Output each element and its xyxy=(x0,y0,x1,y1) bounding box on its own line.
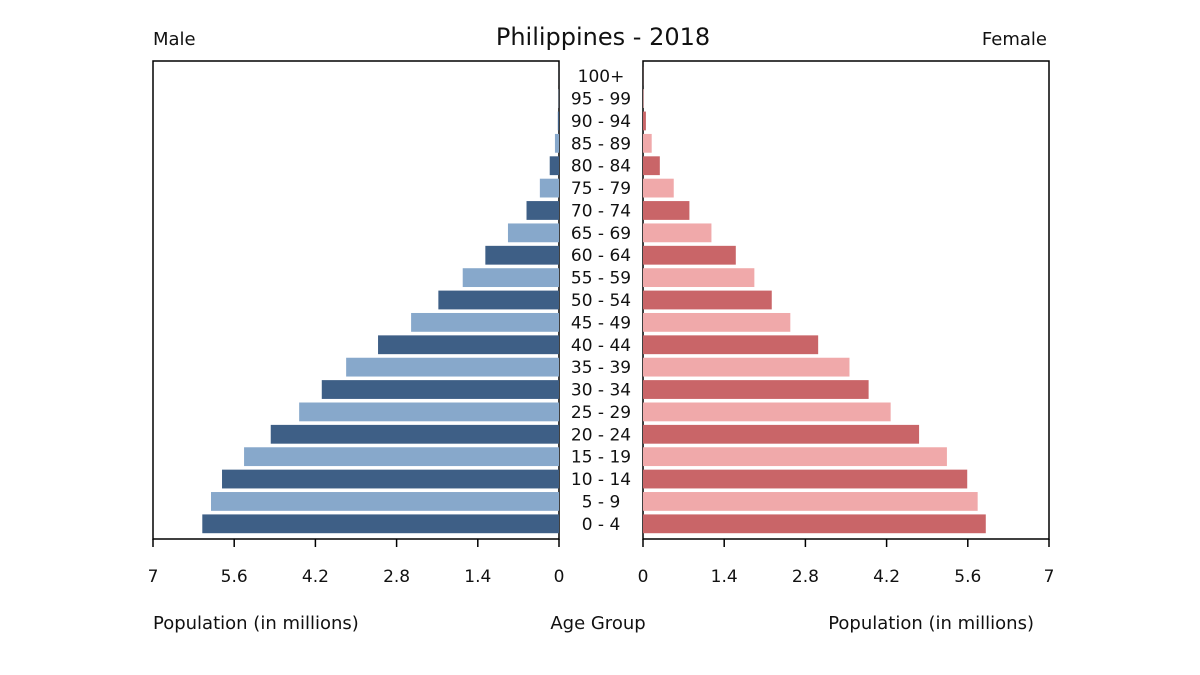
male-bar-12 xyxy=(378,335,559,355)
male-bar-13 xyxy=(346,357,559,377)
female-bar-19 xyxy=(643,492,978,511)
female-tick-label-3: 4.2 xyxy=(873,567,900,587)
female-bar-9 xyxy=(643,268,755,288)
age-group-label-3: 85 - 89 xyxy=(571,134,631,154)
female-tick-label-5: 7 xyxy=(1044,567,1055,587)
female-bar-10 xyxy=(643,290,772,310)
age-group-label-19: 5 - 9 xyxy=(582,492,621,512)
female-tick-label-4: 5.6 xyxy=(954,567,981,587)
male-bar-8 xyxy=(485,245,559,265)
male-bar-19 xyxy=(211,492,559,511)
female-bar-1 xyxy=(643,89,644,108)
female-bar-15 xyxy=(643,402,891,422)
female-bar-5 xyxy=(643,178,674,198)
male-x-axis-label: Population (in millions) xyxy=(153,613,359,634)
age-group-axis-label: Age Group xyxy=(550,613,645,634)
male-bars xyxy=(202,66,560,534)
age-group-label-6: 70 - 74 xyxy=(571,201,631,221)
age-group-label-14: 30 - 34 xyxy=(571,381,631,401)
female-tick-label-1: 1.4 xyxy=(711,567,738,587)
male-bar-14 xyxy=(321,380,559,399)
male-label: Male xyxy=(153,29,196,50)
age-group-label-12: 40 - 44 xyxy=(571,336,631,356)
female-bar-18 xyxy=(643,469,968,489)
male-bar-20 xyxy=(202,514,560,534)
male-tick-label-5: 7 xyxy=(148,567,159,587)
male-bar-18 xyxy=(222,469,559,489)
male-bar-11 xyxy=(411,312,559,332)
male-bar-15 xyxy=(299,402,559,422)
male-bar-17 xyxy=(244,447,559,467)
female-bar-11 xyxy=(643,312,791,332)
female-bar-3 xyxy=(643,133,652,153)
male-bar-3 xyxy=(554,133,559,153)
female-tick-label-0: 0 xyxy=(638,567,649,587)
age-group-label-17: 15 - 19 xyxy=(571,448,631,468)
female-bar-12 xyxy=(643,335,819,355)
female-bar-8 xyxy=(643,245,736,265)
male-bar-4 xyxy=(549,156,559,176)
age-group-label-15: 25 - 29 xyxy=(571,403,631,423)
male-bar-9 xyxy=(462,268,559,288)
male-bar-6 xyxy=(526,201,559,220)
female-x-axis-label: Population (in millions) xyxy=(828,613,1034,634)
male-bar-7 xyxy=(507,223,559,243)
female-bar-2 xyxy=(643,111,646,131)
female-bar-14 xyxy=(643,380,869,399)
female-bar-16 xyxy=(643,424,920,444)
age-group-label-5: 75 - 79 xyxy=(571,179,631,199)
age-group-label-18: 10 - 14 xyxy=(571,470,631,490)
male-tick-label-0: 0 xyxy=(554,567,565,587)
chart-title: Philippines - 2018 xyxy=(496,23,710,51)
age-group-label-7: 65 - 69 xyxy=(571,224,631,244)
female-axis-ticks: 0 1.4 2.8 4.2 5.6 7 xyxy=(638,539,1055,587)
male-bar-5 xyxy=(539,178,559,198)
male-tick-label-1: 1.4 xyxy=(464,567,491,587)
age-group-label-1: 95 - 99 xyxy=(571,90,631,110)
male-bar-10 xyxy=(438,290,559,310)
female-bar-13 xyxy=(643,357,850,377)
female-bar-20 xyxy=(643,514,986,534)
age-group-label-20: 0 - 4 xyxy=(582,515,621,535)
female-bar-7 xyxy=(643,223,712,243)
male-tick-label-2: 2.8 xyxy=(383,567,410,587)
male-tick-label-4: 5.6 xyxy=(221,567,248,587)
age-group-label-4: 80 - 84 xyxy=(571,157,631,177)
age-group-label-8: 60 - 64 xyxy=(571,246,631,266)
female-tick-label-2: 2.8 xyxy=(792,567,819,587)
male-tick-label-3: 4.2 xyxy=(302,567,329,587)
female-label: Female xyxy=(982,29,1047,50)
male-bar-16 xyxy=(270,424,559,444)
age-group-label-2: 90 - 94 xyxy=(571,112,631,132)
female-bar-6 xyxy=(643,201,690,220)
male-bar-2 xyxy=(557,111,559,131)
age-group-label-9: 55 - 59 xyxy=(571,269,631,289)
female-bar-17 xyxy=(643,447,947,467)
age-group-label-0: 100+ xyxy=(578,67,625,87)
female-bar-4 xyxy=(643,156,660,176)
age-group-label-11: 45 - 49 xyxy=(571,313,631,333)
female-bars xyxy=(643,66,986,534)
age-group-label-10: 50 - 54 xyxy=(571,291,631,311)
age-group-label-16: 20 - 24 xyxy=(571,425,631,445)
age-group-label-13: 35 - 39 xyxy=(571,358,631,378)
male-axis-ticks: 0 1.4 2.8 4.2 5.6 7 xyxy=(148,539,565,587)
